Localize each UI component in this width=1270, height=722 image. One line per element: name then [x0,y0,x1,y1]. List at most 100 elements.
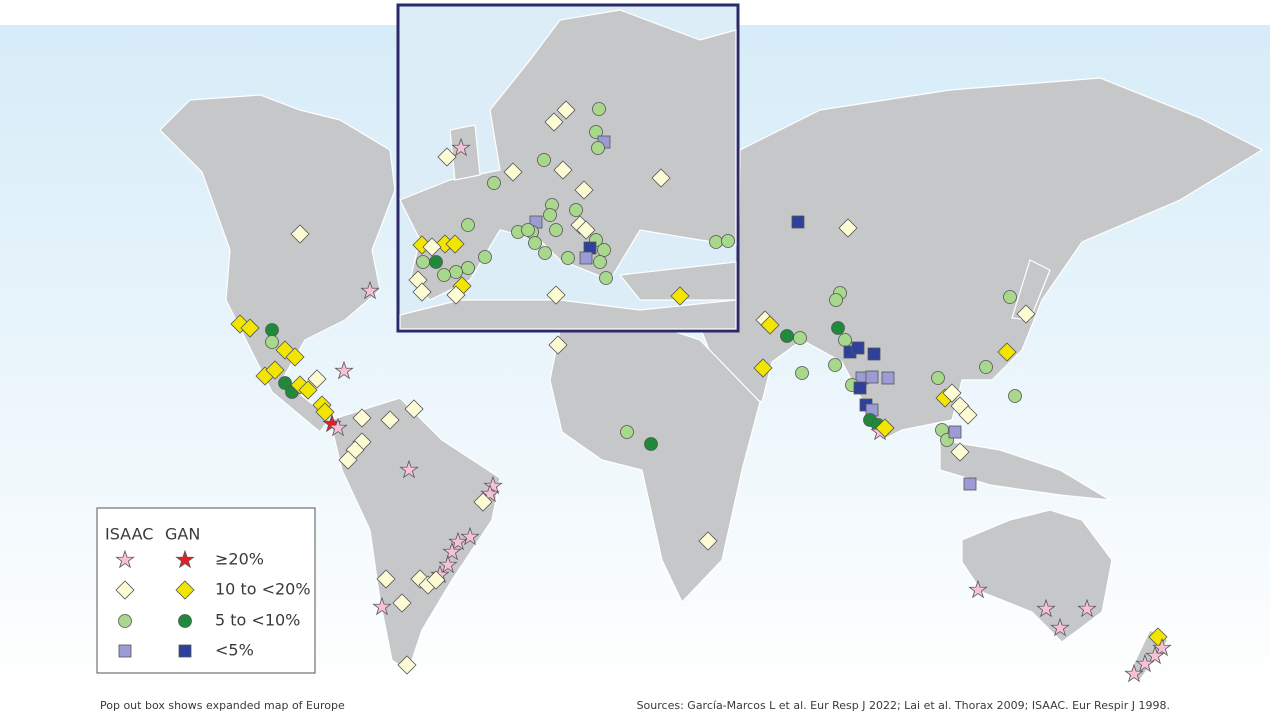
marker [404,399,424,419]
legend-label: 10 to <20% [215,580,311,599]
marker [543,208,557,222]
marker [1145,645,1165,665]
anatomia [618,261,737,301]
marker [574,180,594,200]
marker [538,246,552,260]
marker [328,417,348,437]
marker [997,342,1017,362]
marker [548,335,568,355]
marker [422,237,442,257]
marker [487,176,501,190]
indonesia [939,439,1111,501]
marker [473,492,493,512]
marker [528,236,542,250]
marker [853,381,867,395]
marker [372,596,392,616]
marker [592,102,606,116]
marker [597,243,611,257]
marker [380,410,400,430]
marker [1050,617,1070,637]
marker [881,371,895,385]
japan [1011,259,1051,321]
marker [298,380,318,400]
marker [442,541,462,561]
marker [426,570,446,590]
marker [948,425,962,439]
marker [599,271,613,285]
marker [793,331,807,345]
marker [461,261,475,275]
marker [670,286,690,306]
marker [480,483,500,503]
marker [338,450,358,470]
marker [118,614,132,628]
marker [416,255,430,269]
marker [175,549,195,569]
marker [483,475,503,495]
north-africa [399,299,737,330]
marker [1016,304,1036,324]
marker [546,285,566,305]
marker [437,147,457,167]
marker [412,282,432,302]
marker [651,168,671,188]
australia [961,509,1113,643]
marker [446,285,466,305]
marker [290,224,310,244]
africa [549,319,761,604]
marker [399,459,419,479]
marker [448,531,468,551]
marker [175,580,195,600]
marker [831,321,845,335]
marker [118,644,132,658]
legend-symbols [115,549,195,658]
marker [307,369,327,389]
marker [553,160,573,180]
marker [438,554,458,574]
marker [397,655,417,675]
marker [537,153,551,167]
marker [449,265,463,279]
marker [478,250,492,264]
marker [115,549,135,569]
sources: Sources: García-Marcos L et al. Eur Resp… [637,699,1170,712]
legend-header: ISAAC [105,525,153,544]
marker [838,218,858,238]
marker [1152,637,1172,657]
marker [958,405,978,425]
marker [521,223,535,237]
marker [1036,598,1056,618]
marker [979,360,993,374]
marker [265,323,279,337]
marker [1003,290,1017,304]
marker [549,223,563,237]
marker [968,579,988,599]
marker [461,218,475,232]
marker [589,125,603,139]
marker [838,333,852,347]
marker [1124,663,1144,683]
marker [1135,653,1155,673]
europe [399,9,737,301]
marker [240,318,260,338]
marker [828,358,842,372]
marker [795,366,809,380]
marker [867,347,881,361]
marker [392,593,412,613]
legend-label: 5 to <10% [215,611,300,630]
marker [1008,389,1022,403]
marker [460,526,480,546]
marker [865,370,879,384]
marker [265,360,285,380]
marker [591,141,605,155]
legend-header: GAN [165,525,200,544]
marker [445,234,465,254]
marker [950,442,970,462]
marker [875,418,895,438]
marker [115,580,135,600]
south-america [329,397,501,673]
marker [698,531,718,551]
marker [360,280,380,300]
legend-label: ≥20% [215,550,264,569]
